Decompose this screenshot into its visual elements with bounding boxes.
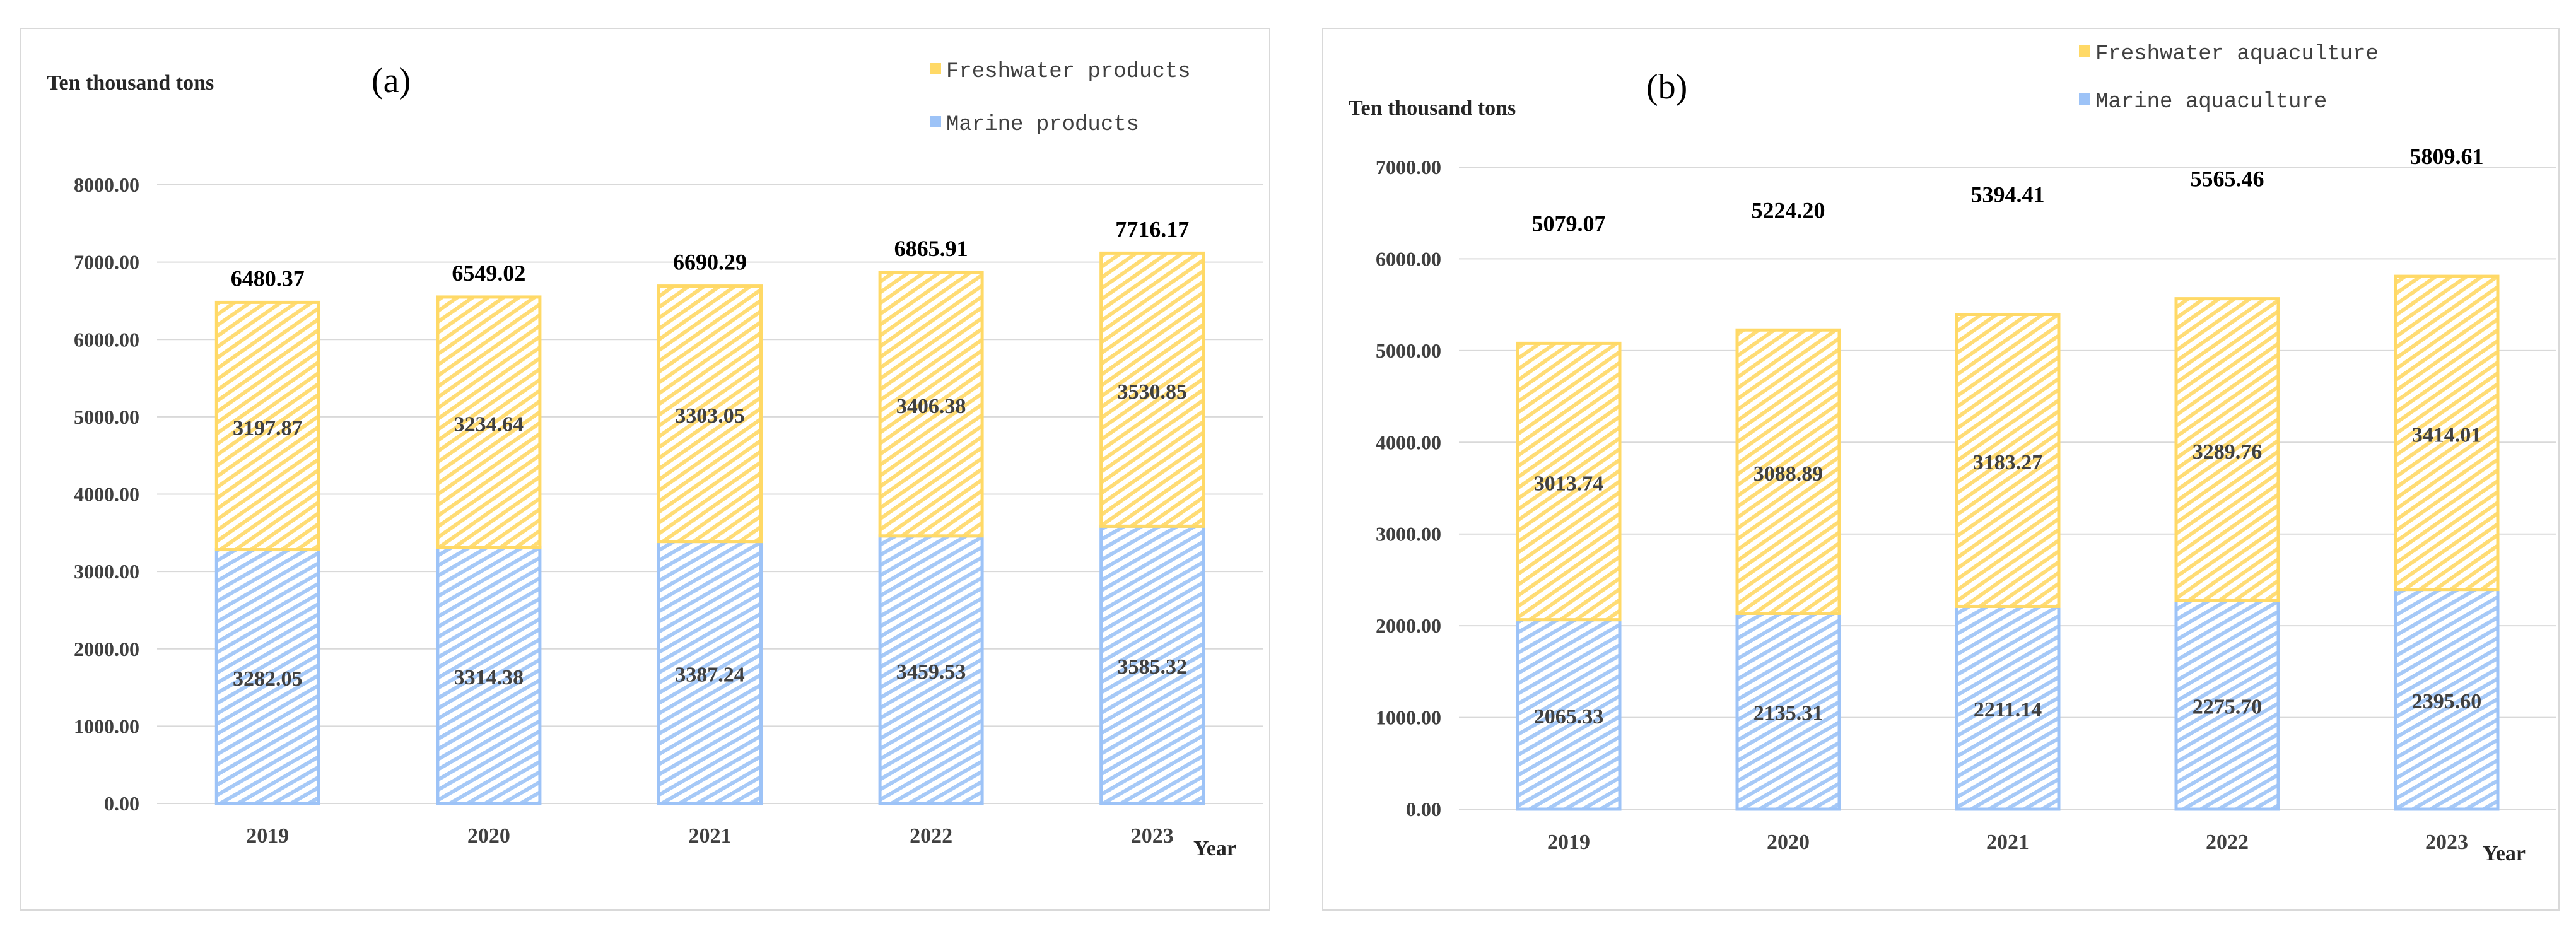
bar-segment	[1735, 611, 1841, 811]
total-label: 5809.61	[2410, 144, 2484, 169]
bar-data-label: 3314.38	[454, 666, 524, 689]
bar-data-label: 3414.01	[2412, 423, 2482, 447]
legend-entry-label: Freshwater aquaculture	[2095, 42, 2379, 66]
y-tick-label: 0.00	[1406, 798, 1441, 821]
bar-data-label: 3197.87	[233, 416, 303, 440]
x-tick-label: 2019	[1547, 831, 1590, 854]
x-tick-label: 2023	[1131, 824, 1174, 848]
chart-panel-a: Ten thousand tons (a) Freshwater products M…	[20, 28, 1270, 911]
chart-a-svg: Ten thousand tons (a) Freshwater products M…	[47, 60, 1263, 860]
legend-swatch	[930, 116, 941, 127]
bar-segment	[2394, 274, 2500, 592]
total-label: 6865.91	[894, 236, 968, 261]
x-tick-label: 2021	[1986, 831, 2029, 854]
total-label: 5079.07	[1532, 211, 1606, 236]
total-label: 7716.17	[1115, 216, 1189, 242]
bar-data-label: 3234.64	[454, 412, 524, 436]
bar-segment	[1955, 604, 2061, 811]
x-tick-label: 2023	[2425, 831, 2468, 854]
chart-panel-b: Ten thousand tons (b) Freshwater aquacultu…	[1322, 28, 2560, 911]
total-label: 6690.29	[673, 250, 747, 275]
bar-data-label: 3459.53	[896, 660, 966, 684]
legend-swatch	[2079, 93, 2090, 105]
legend-swatch	[2079, 45, 2090, 57]
x-tick-label: 2022	[2206, 831, 2249, 854]
y-tick-label: 6000.00	[1376, 247, 1441, 270]
bar-data-label: 3585.32	[1117, 655, 1187, 679]
x-tick-label: 2020	[467, 824, 510, 848]
bar-segment	[2174, 297, 2280, 602]
bar-data-label: 2211.14	[1974, 698, 2042, 722]
bar-data-label: 2395.60	[2412, 690, 2482, 713]
y-tick-label: 5000.00	[74, 406, 139, 428]
legend-entry-label: Marine aquaculture	[2095, 90, 2327, 114]
bar-data-label: 2135.31	[1753, 702, 1824, 725]
y-tick-label: 7000.00	[74, 251, 139, 274]
bar-segment	[1955, 312, 2061, 608]
panel-label: (a)	[372, 61, 411, 100]
bar-data-label: 3289.76	[2193, 440, 2263, 464]
x-tick-label: 2020	[1767, 831, 1810, 854]
bar-data-label: 2065.33	[1534, 705, 1604, 728]
bar-data-label: 3013.74	[1534, 472, 1604, 496]
y-axis-unit-label: Ten thousand tons	[1349, 96, 1516, 120]
bar-data-label: 3530.85	[1117, 380, 1187, 404]
y-tick-label: 2000.00	[1376, 614, 1441, 637]
panel-label: (b)	[1646, 67, 1687, 107]
x-axis-label: Year	[2483, 842, 2526, 865]
bar-data-label: 3282.05	[233, 667, 303, 691]
bar-data-label: 3387.24	[675, 663, 745, 686]
total-label: 6480.37	[231, 266, 305, 291]
y-tick-label: 4000.00	[1376, 431, 1441, 453]
y-tick-label: 1000.00	[1376, 706, 1441, 729]
bar-segment	[436, 295, 542, 549]
bar-segment	[657, 284, 763, 544]
bar-data-label: 3406.38	[896, 395, 966, 418]
y-tick-label: 1000.00	[74, 715, 139, 737]
total-label: 5394.41	[1971, 182, 2045, 207]
bar-segment	[1099, 251, 1205, 528]
total-label: 5224.20	[1752, 197, 1825, 223]
x-tick-label: 2021	[689, 824, 732, 848]
x-tick-label: 2019	[246, 824, 289, 848]
total-label: 5565.46	[2191, 167, 2264, 192]
bar-segment	[214, 300, 320, 552]
y-tick-label: 4000.00	[74, 483, 139, 506]
bar-data-label: 3183.27	[1973, 451, 2043, 474]
bar-data-label: 3088.89	[1753, 462, 1824, 486]
bar-segment	[2394, 588, 2500, 811]
bar-segment	[1735, 328, 1841, 615]
bar-segment	[2174, 599, 2280, 811]
y-tick-label: 5000.00	[1376, 339, 1441, 362]
legend-swatch	[930, 63, 941, 74]
y-tick-label: 8000.00	[74, 173, 139, 196]
x-tick-label: 2022	[910, 824, 952, 848]
y-axis-unit-label: Ten thousand tons	[47, 71, 214, 95]
bar-segment	[214, 548, 320, 805]
bar-segment	[878, 271, 984, 538]
legend-entry-label: Marine products	[946, 113, 1139, 137]
legend-entry-label: Freshwater products	[946, 60, 1191, 84]
chart-b-svg: Ten thousand tons (b) Freshwater aquacultu…	[1349, 42, 2556, 865]
y-tick-label: 2000.00	[74, 638, 139, 660]
bar-segment	[1516, 341, 1622, 622]
x-axis-label: Year	[1193, 837, 1236, 860]
bar-data-label: 3303.05	[675, 404, 745, 428]
y-tick-label: 3000.00	[74, 560, 139, 583]
y-tick-label: 3000.00	[1376, 523, 1441, 546]
bar-segment	[1099, 524, 1205, 805]
y-tick-label: 6000.00	[74, 328, 139, 351]
y-tick-label: 7000.00	[1376, 156, 1441, 178]
y-tick-label: 0.00	[104, 792, 139, 815]
total-label: 6549.02	[452, 260, 525, 286]
bar-data-label: 2275.70	[2193, 696, 2263, 719]
